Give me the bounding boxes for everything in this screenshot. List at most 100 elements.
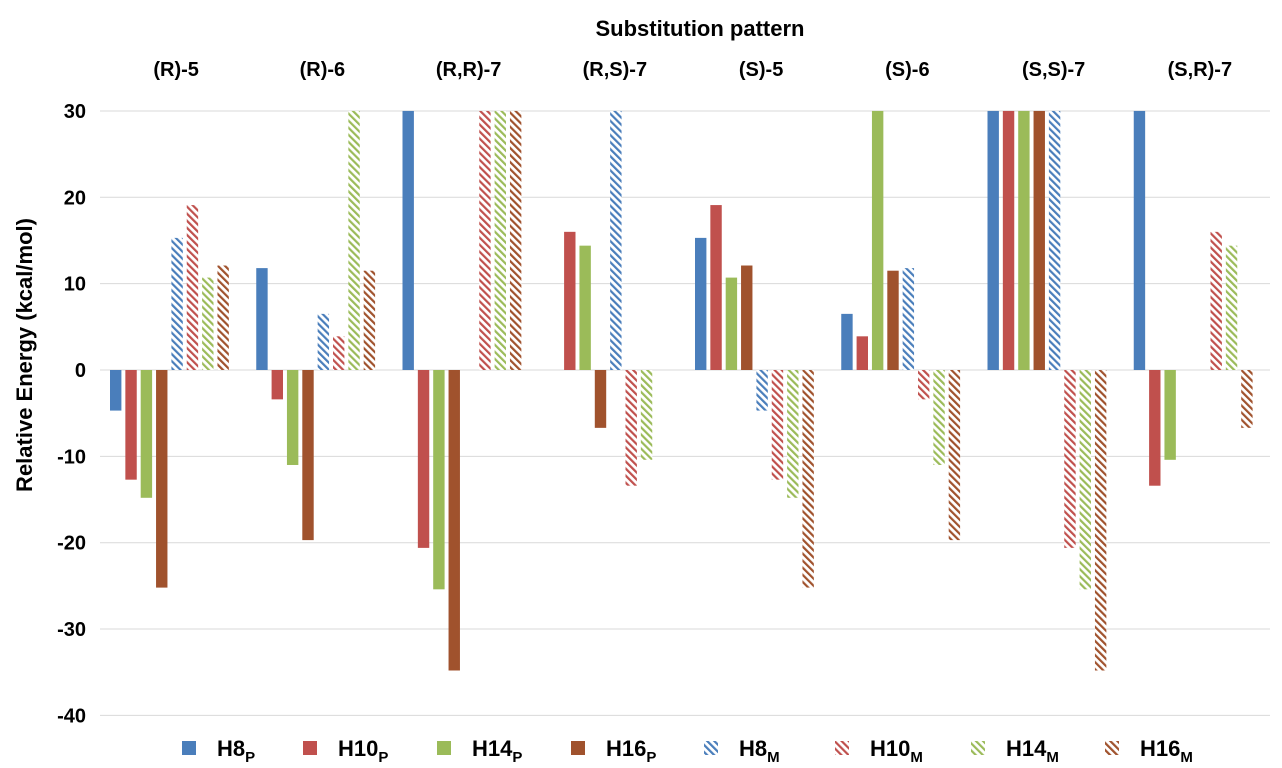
- bar-s-5-h14p: [725, 277, 738, 370]
- bar-s-s-7-h10m: [1064, 370, 1076, 548]
- legend-label: H16M: [1140, 736, 1193, 766]
- legend-label: H8P: [217, 736, 255, 766]
- gridlines: [100, 110, 1270, 716]
- y-axis-ticks: 30 20 10 0 -10 -20 -30 -40: [57, 101, 86, 727]
- bar-s-s-7-h8m: [1048, 110, 1061, 370]
- bar-s-5-h10p: [710, 205, 722, 370]
- legend-label: H10P: [338, 736, 388, 766]
- bar-r-s-7-h10p: [564, 231, 576, 370]
- y-tick-label: -20: [57, 533, 86, 555]
- bar-s-r-7-h10m: [1210, 231, 1222, 370]
- bar-s-s-7-h10p: [1002, 110, 1015, 370]
- bar-s-6-h16m: [948, 370, 961, 541]
- y-tick-label: 20: [64, 187, 86, 209]
- y-axis-title: Relative Energy (kcal/mol): [12, 218, 37, 492]
- y-tick-label: 0: [75, 360, 86, 382]
- bar-s-6-h8m: [902, 268, 915, 370]
- y-tick-label: -40: [57, 705, 86, 727]
- y-tick-label: 30: [64, 101, 86, 123]
- bar-s-5-h10m: [771, 370, 784, 480]
- category-labels: (R)-5 (R)-6 (R,R)-7 (R,S)-7 (S)-5 (S)-6 (S,S)-…: [153, 59, 1232, 81]
- bar-r-6-h16m: [363, 270, 376, 370]
- legend-swatch: [704, 741, 718, 755]
- bar-s-5-h8m: [756, 370, 768, 411]
- y-tick-label: -30: [57, 619, 86, 641]
- bar-r-6-h8m: [317, 313, 330, 370]
- bar-r-r-7-h10m: [479, 110, 491, 370]
- bar-r-6-h14p: [286, 370, 299, 465]
- legend: H8P H10P H14P H16P H8M H10M H14M H16M: [182, 736, 1193, 766]
- legend-swatch: [303, 741, 317, 755]
- bar-s-r-7-h8p: [1133, 110, 1146, 370]
- bar-s-6-h10m: [918, 370, 930, 400]
- bar-r-5-h14p: [140, 370, 153, 498]
- bar-s-5-h16p: [741, 265, 753, 370]
- legend-label: H14M: [1006, 736, 1059, 766]
- bar-r-r-7-h16p: [448, 370, 460, 671]
- bar-s-s-7-h14m: [1079, 370, 1091, 590]
- legend-entry-h8m: H8M: [704, 736, 780, 766]
- bar-s-r-7-h14p: [1164, 370, 1176, 460]
- legend-entry-h14m: H14M: [971, 736, 1059, 766]
- bar-r-6-h8p: [256, 268, 268, 370]
- bar-r-5-h8m: [171, 237, 183, 370]
- chart-title: Substitution pattern: [596, 16, 805, 41]
- legend-label: H16P: [606, 736, 656, 766]
- category-label: (S,S)-7: [1022, 59, 1085, 81]
- bar-r-5-h14m: [202, 277, 214, 370]
- category-label: (S)-5: [739, 59, 783, 81]
- bar-s-6-h8p: [841, 313, 853, 370]
- legend-swatch: [1105, 741, 1119, 755]
- bar-r-r-7-h14m: [494, 110, 506, 370]
- legend-swatch: [571, 741, 585, 755]
- legend-swatch: [182, 741, 196, 755]
- bar-s-6-h10p: [856, 336, 868, 370]
- bar-r-6-h14m: [348, 110, 360, 370]
- bar-r-r-7-h8p: [402, 110, 414, 370]
- category-label: (S)-6: [885, 59, 929, 81]
- legend-entry-h16p: H16P: [571, 736, 656, 766]
- legend-swatch: [835, 741, 849, 755]
- bar-r-6-h10m: [333, 336, 345, 370]
- bar-s-s-7-h16p: [1033, 110, 1045, 370]
- bar-s-6-h14m: [933, 370, 945, 465]
- category-label: (R,S)-7: [583, 59, 647, 81]
- y-tick-label: 10: [64, 274, 86, 296]
- bar-s-s-7-h14p: [1018, 110, 1030, 370]
- legend-swatch: [971, 741, 985, 755]
- bar-s-r-7-h14m: [1225, 245, 1238, 370]
- bar-r-r-7-h14p: [433, 370, 445, 590]
- legend-label: H10M: [870, 736, 923, 766]
- bar-r-5-h10p: [125, 370, 137, 480]
- bar-r-s-7-h10m: [625, 370, 637, 486]
- bar-r-6-h16p: [302, 370, 314, 541]
- bar-s-s-7-h8p: [987, 110, 999, 370]
- legend-label: H8M: [739, 736, 780, 766]
- bar-s-6-h14p: [871, 110, 884, 370]
- bar-r-5-h10m: [186, 205, 199, 370]
- bar-r-5-h16m: [217, 265, 229, 370]
- bar-r-r-7-h16m: [509, 110, 522, 370]
- category-label: (R)-6: [300, 59, 346, 81]
- y-tick-label: -10: [57, 446, 86, 468]
- bar-r-s-7-h16p: [594, 370, 607, 428]
- legend-entry-h16m: H16M: [1105, 736, 1193, 766]
- bar-s-s-7-h16m: [1094, 370, 1107, 671]
- bar-s-5-h14m: [787, 370, 799, 498]
- legend-swatch: [437, 741, 451, 755]
- legend-label: H14P: [472, 736, 522, 766]
- bar-r-r-7-h10p: [417, 370, 430, 548]
- legend-entry-h10p: H10P: [303, 736, 388, 766]
- bar-r-6-h10p: [271, 370, 283, 400]
- bar-s-r-7-h10p: [1149, 370, 1161, 486]
- category-label: (R)-5: [153, 59, 199, 81]
- bars: [110, 110, 1253, 671]
- bar-s-r-7-h16m: [1241, 370, 1253, 428]
- legend-entry-h8p: H8P: [182, 736, 255, 766]
- bar-s-6-h16p: [887, 270, 899, 370]
- bar-r-s-7-h8m: [610, 110, 622, 370]
- bar-s-5-h16m: [802, 370, 814, 588]
- category-label: (R,R)-7: [436, 59, 502, 81]
- bar-r-s-7-h14p: [579, 245, 591, 370]
- bar-r-5-h8p: [110, 370, 122, 411]
